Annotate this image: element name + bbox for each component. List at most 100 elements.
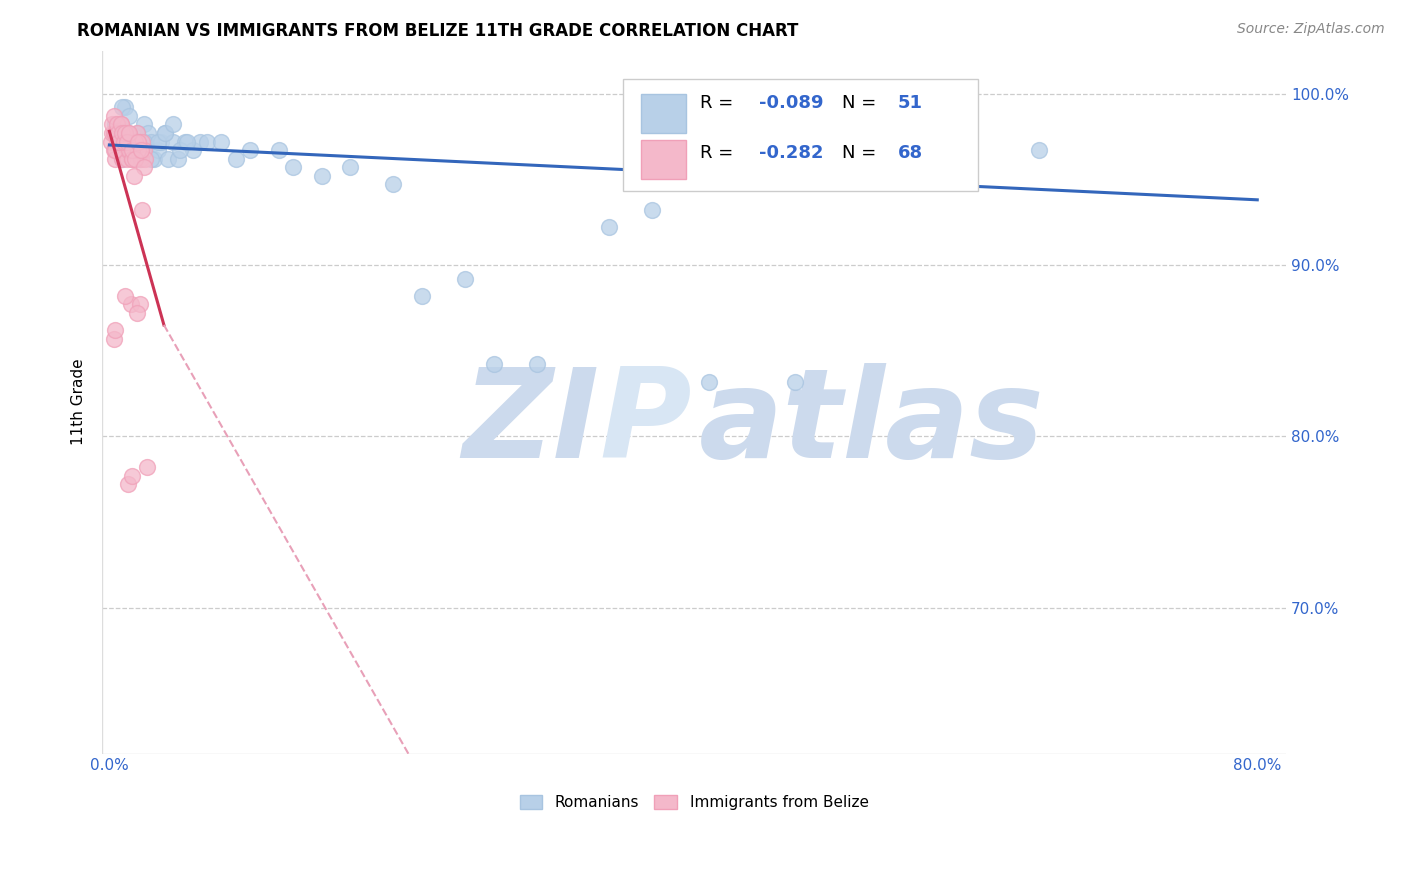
Text: 68: 68 <box>897 144 922 161</box>
Point <box>125 135 148 149</box>
Text: N =: N = <box>842 95 882 112</box>
Point <box>114 289 136 303</box>
Text: R =: R = <box>700 144 740 161</box>
Point <box>454 271 477 285</box>
Point <box>104 124 127 138</box>
Point <box>117 126 139 140</box>
Point <box>136 126 159 140</box>
Point <box>174 135 197 149</box>
Text: atlas: atlas <box>699 363 1045 483</box>
Point <box>114 126 136 140</box>
Point <box>127 135 149 149</box>
Point <box>129 143 152 157</box>
Point <box>124 135 146 149</box>
Point <box>122 135 145 149</box>
Point <box>209 135 232 149</box>
Point <box>108 135 131 149</box>
Point <box>121 152 143 166</box>
Point <box>111 126 134 140</box>
Point <box>142 152 165 166</box>
Point <box>139 152 162 166</box>
Point <box>131 135 153 149</box>
Point <box>103 126 125 140</box>
Point <box>112 135 135 149</box>
Point <box>104 323 127 337</box>
Point <box>128 143 150 157</box>
Point <box>103 109 125 123</box>
Point <box>112 135 135 149</box>
Point <box>132 160 155 174</box>
Point <box>132 135 155 149</box>
Point <box>641 203 664 218</box>
Text: ZI: ZI <box>463 363 599 483</box>
Point <box>167 152 190 166</box>
Text: Source: ZipAtlas.com: Source: ZipAtlas.com <box>1237 22 1385 37</box>
Point <box>110 117 132 131</box>
Point <box>176 135 198 149</box>
Point <box>101 117 124 131</box>
Point <box>115 152 138 166</box>
Point <box>115 135 138 149</box>
Point <box>146 143 169 157</box>
Point <box>128 152 150 166</box>
Point <box>121 468 143 483</box>
Point <box>132 143 155 157</box>
Point <box>1028 143 1050 157</box>
Bar <box>641 140 686 178</box>
Point <box>103 332 125 346</box>
Point <box>117 126 139 140</box>
Point <box>339 160 361 174</box>
Point <box>110 117 132 131</box>
Text: N =: N = <box>842 144 882 161</box>
Point <box>526 358 548 372</box>
Point <box>169 143 191 157</box>
Point <box>124 135 146 149</box>
Point <box>115 135 138 149</box>
Point <box>108 117 131 131</box>
Point <box>267 143 290 157</box>
Legend: Romanians, Immigrants from Belize: Romanians, Immigrants from Belize <box>513 789 875 816</box>
Point <box>100 135 122 149</box>
Point <box>114 100 136 114</box>
Point <box>127 143 149 157</box>
Text: -0.089: -0.089 <box>759 95 824 112</box>
Point <box>101 126 124 140</box>
Text: P: P <box>599 363 690 483</box>
Point <box>125 306 148 320</box>
Point <box>111 100 134 114</box>
Point <box>281 160 304 174</box>
Point <box>104 117 127 131</box>
Y-axis label: 11th Grade: 11th Grade <box>72 359 86 445</box>
Point <box>103 143 125 157</box>
Point <box>139 135 162 149</box>
Point <box>162 117 184 131</box>
Point <box>117 143 139 157</box>
Point <box>114 135 136 149</box>
Point <box>121 143 143 157</box>
Point <box>131 203 153 218</box>
Point <box>120 297 142 311</box>
Point <box>598 220 620 235</box>
Point <box>108 135 131 149</box>
Point <box>107 126 129 140</box>
Point <box>107 126 129 140</box>
Point <box>105 117 128 131</box>
Text: ROMANIAN VS IMMIGRANTS FROM BELIZE 11TH GRADE CORRELATION CHART: ROMANIAN VS IMMIGRANTS FROM BELIZE 11TH … <box>77 22 799 40</box>
Point <box>118 109 141 123</box>
Point <box>697 375 720 389</box>
Point <box>108 135 131 149</box>
Point <box>239 143 262 157</box>
Point <box>157 152 180 166</box>
Point <box>132 117 155 131</box>
Text: -0.282: -0.282 <box>759 144 824 161</box>
Point <box>118 143 141 157</box>
Point <box>104 126 127 140</box>
Point <box>482 358 505 372</box>
Point <box>129 152 152 166</box>
Point <box>150 135 173 149</box>
Point <box>104 143 127 157</box>
Point <box>111 152 134 166</box>
Point <box>125 126 148 140</box>
FancyBboxPatch shape <box>623 78 979 191</box>
Point <box>155 126 177 140</box>
